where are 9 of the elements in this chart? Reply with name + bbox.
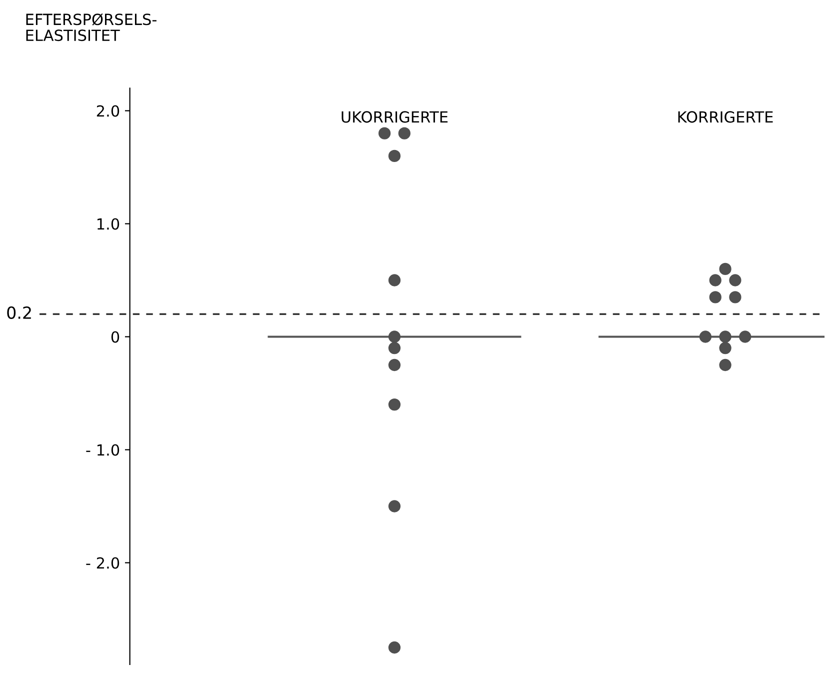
- y-tick-label: 1.0: [98, 218, 120, 230]
- y-tick-label: - 2.0: [86, 557, 120, 569]
- y-tick-label: 2.0: [96, 105, 120, 117]
- x-tick-label: UKORRIGERTE: [342, 111, 448, 123]
- x-tick-label: KORRIGERTE: [678, 111, 773, 123]
- y-tick-label: 0: [111, 331, 120, 343]
- y-tick-label: - 1.0: [86, 444, 120, 456]
- ref-line-label: 0.2: [7, 306, 31, 319]
- y-axis-title: EFTERSPØRSELS- ELASTISITET: [26, 13, 156, 42]
